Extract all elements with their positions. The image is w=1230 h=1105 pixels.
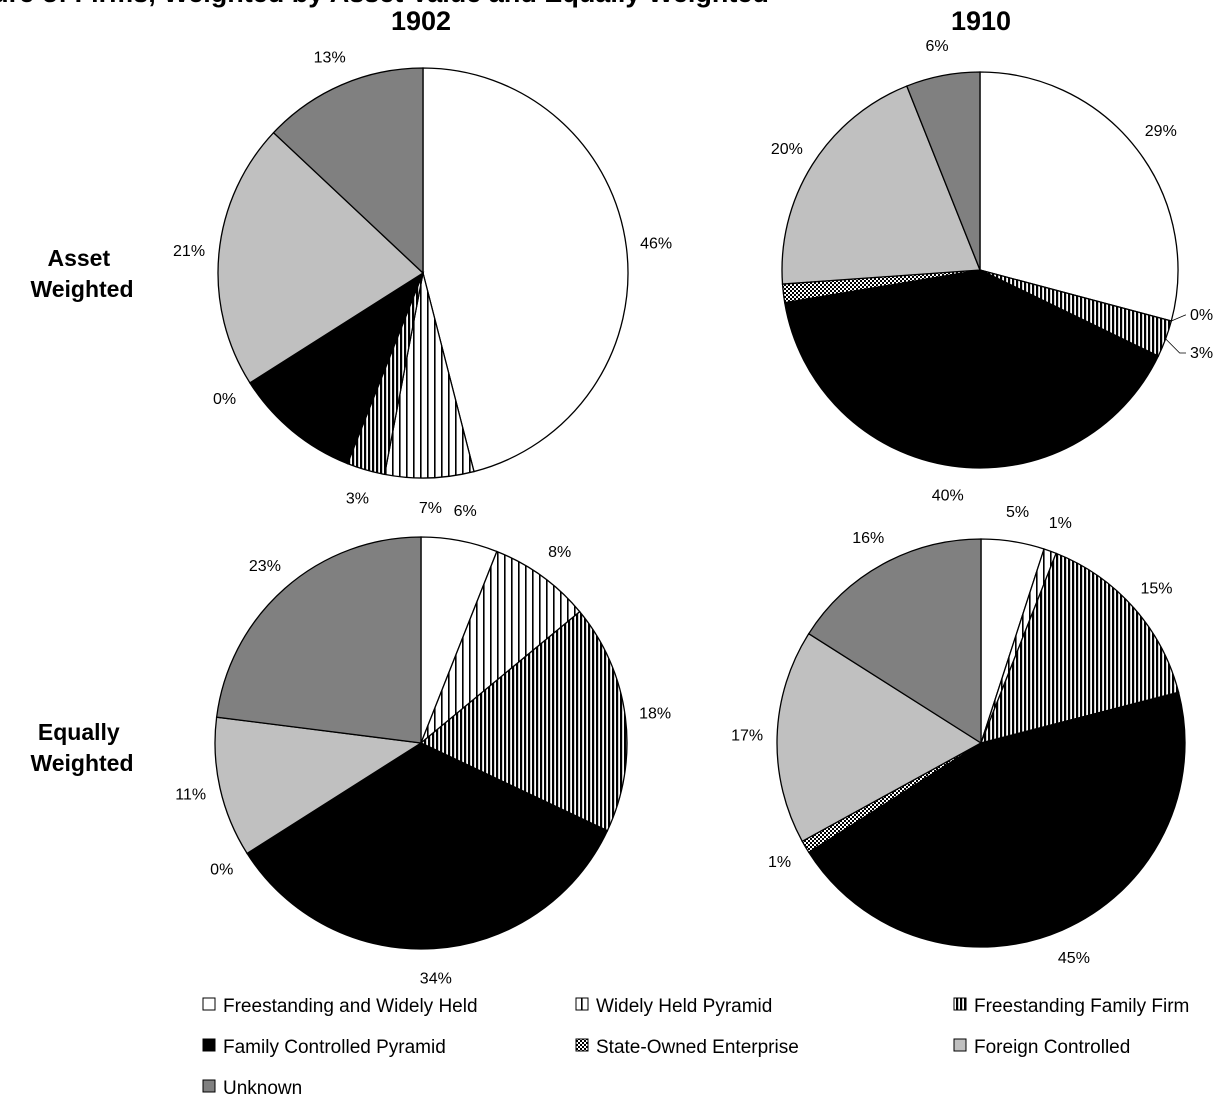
slice-label-foreign-controlled: 17%: [731, 728, 763, 745]
legend-label: Family Controlled Pyramid: [223, 1037, 446, 1058]
slice-label-family-controlled-pyramid: 34%: [420, 971, 452, 988]
slice-label-widely-held-pyramid: 0%: [1190, 307, 1213, 324]
legend-item-state-owned-enterprise: State-Owned Enterprise: [575, 1037, 799, 1058]
slice-label-unknown: 23%: [249, 558, 281, 575]
legend-item-unknown: Unknown: [202, 1078, 302, 1099]
slice-freestanding-family-firm: [979, 552, 1180, 744]
slice-label-unknown: 16%: [852, 530, 884, 547]
pie-charts: 46% 7% 3% 0% 21% 13% 29% 0% 3% 40% 20% 6% 6% 8% 18% 34%…: [173, 38, 1213, 987]
legend-label: Widely Held Pyramid: [596, 996, 772, 1017]
slice-label-freestanding-and-widely-held: 5%: [1006, 504, 1029, 521]
slice-label-foreign-controlled: 21%: [173, 243, 205, 260]
slice-unknown: [905, 71, 981, 271]
slice-unknown: [215, 536, 422, 744]
legend-label: State-Owned Enterprise: [596, 1037, 799, 1058]
slice-label-state-owned-enterprise: 0%: [210, 861, 233, 878]
legend-item-freestanding-and-widely-held: Freestanding and Widely Held: [202, 996, 478, 1017]
row-label-equally-weighted: Equally Weighted: [30, 719, 133, 776]
slice-freestanding-and-widely-held: [422, 67, 629, 473]
slice-label-freestanding-and-widely-held: 29%: [1145, 123, 1177, 140]
pie-1902-asset-weighted: 46% 7% 3% 0% 21% 13%: [173, 49, 672, 517]
slice-foreign-controlled: [214, 716, 423, 855]
slice-foreign-controlled: [217, 131, 425, 384]
slice-family-controlled-pyramid: [783, 269, 1160, 469]
slice-label-freestanding-family-firm: 3%: [1190, 345, 1213, 362]
slice-unknown: [807, 538, 982, 745]
slice-label-state-owned-enterprise: 1%: [768, 854, 791, 871]
slice-family-controlled-pyramid: [249, 271, 425, 465]
slice-label-foreign-controlled: 20%: [771, 141, 803, 158]
slice-label-foreign-controlled: 11%: [175, 786, 206, 803]
slice-foreign-controlled: [781, 85, 981, 285]
slice-foreign-controlled: [776, 632, 983, 843]
legend-label: Freestanding Family Firm: [974, 996, 1189, 1017]
column-title-1910: 1910: [951, 6, 1011, 36]
legend-swatch: [575, 997, 589, 1011]
legend-label: Foreign Controlled: [974, 1037, 1130, 1058]
slice-label-unknown: 6%: [926, 38, 949, 55]
leader-line: [1165, 338, 1186, 354]
slice-label-freestanding-and-widely-held: 6%: [454, 503, 477, 520]
legend-item-freestanding-family-firm: Freestanding Family Firm: [953, 996, 1189, 1017]
pie-1902-equally-weighted: 6% 8% 18% 34% 0% 11% 23%: [175, 503, 671, 987]
legend-label: Freestanding and Widely Held: [223, 996, 478, 1017]
column-title-1902: 1902: [391, 6, 451, 36]
slice-label-widely-held-pyramid: 7%: [419, 500, 442, 517]
slice-family-controlled-pyramid: [246, 742, 609, 950]
legend-swatch: [202, 1038, 216, 1052]
slice-freestanding-family-firm: [419, 610, 628, 832]
cropped-header-text: Exposure of Firms, Weighted by Asset Val…: [0, 0, 769, 8]
slice-label-state-owned-enterprise: 0%: [213, 391, 236, 408]
slice-label-family-controlled-pyramid: 40%: [932, 488, 964, 505]
legend-swatch: [202, 1079, 216, 1093]
slice-label-widely-held-pyramid: 1%: [1049, 515, 1072, 532]
slice-label-freestanding-family-firm: 18%: [639, 705, 671, 722]
legend-swatch: [953, 997, 967, 1011]
pie-1910-equally-weighted: 5% 1% 15% 45% 1% 17% 16%: [731, 504, 1186, 967]
legend-item-foreign-controlled: Foreign Controlled: [953, 1037, 1130, 1058]
legend-swatch: [575, 1038, 589, 1052]
slice-label-freestanding-family-firm: 3%: [346, 491, 369, 508]
row-label-asset-weighted: Asset Weighted: [30, 245, 133, 302]
slice-unknown: [272, 67, 424, 275]
slice-freestanding-and-widely-held: [979, 71, 1179, 322]
legend-label: Unknown: [223, 1078, 302, 1099]
legend-item-widely-held-pyramid: Widely Held Pyramid: [575, 996, 772, 1017]
leader-line: [1171, 314, 1186, 322]
slice-family-controlled-pyramid: [807, 691, 1186, 948]
legend-item-family-controlled-pyramid: Family Controlled Pyramid: [202, 1037, 446, 1058]
slice-label-family-controlled-pyramid: 45%: [1058, 950, 1090, 967]
slice-label-widely-held-pyramid: 8%: [548, 544, 571, 561]
pie-1910-asset-weighted: 29% 0% 3% 40% 20% 6%: [771, 38, 1213, 505]
legend: Freestanding and Widely Held Widely Held …: [202, 996, 1189, 1099]
legend-swatch: [953, 1038, 967, 1052]
slice-label-freestanding-family-firm: 15%: [1141, 580, 1173, 597]
legend-swatch: [202, 997, 216, 1011]
slice-label-freestanding-and-widely-held: 46%: [640, 236, 672, 253]
slice-label-unknown: 13%: [314, 49, 346, 66]
slice-widely-held-pyramid: [420, 550, 581, 744]
